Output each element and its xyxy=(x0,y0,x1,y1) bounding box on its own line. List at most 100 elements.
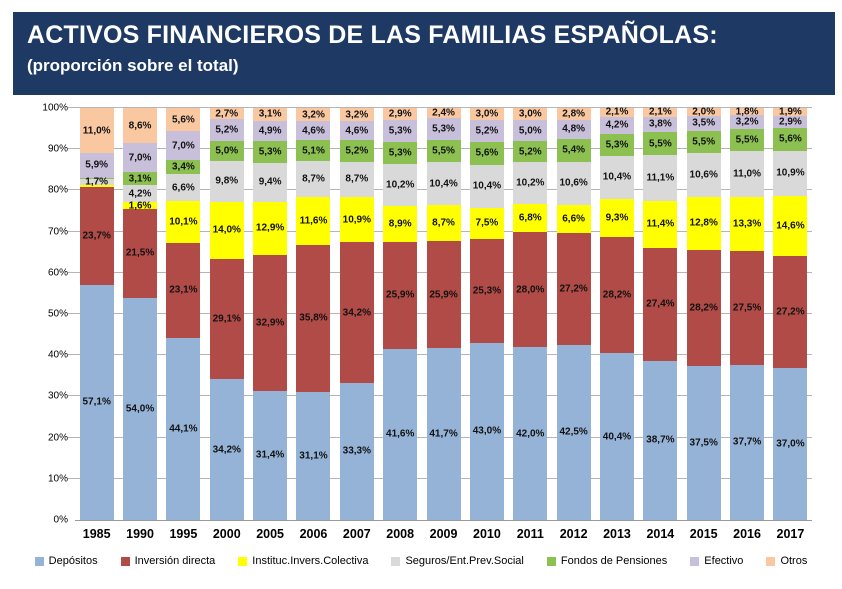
stacked-bar-2015[interactable]: 37,5% 28,2% 12,8% 10,6% 5,5% 3,5% 2,0% xyxy=(686,107,721,520)
segment-otros-2014[interactable]: 2,1% xyxy=(643,107,678,118)
stacked-bar-1990[interactable]: 54,0% 21,5% 1,6% 4,2% 3,1% 7,0% 8,6% xyxy=(123,108,158,520)
segment-inversi-n-directa-2017[interactable]: 27,2% xyxy=(773,255,808,368)
segment-instituc-invers-colectiva-2013[interactable]: 9,3% xyxy=(599,198,634,238)
segment-efectivo-2013[interactable]: 4,2% xyxy=(599,116,634,134)
segment-efectivo-2011[interactable]: 5,0% xyxy=(513,120,548,141)
segment-dep-sitos-2006[interactable]: 31,1% xyxy=(296,392,331,520)
segment-fondos-de-pensiones-2007[interactable]: 5,2% xyxy=(339,140,374,162)
segment-inversi-n-directa-2009[interactable]: 25,9% xyxy=(426,241,461,349)
stacked-bar-2009[interactable]: 41,7% 25,9% 8,7% 10,4% 5,5% 5,3% 2,4% xyxy=(426,107,461,520)
stacked-bar-2005[interactable]: 31,4% 32,9% 12,9% 9,4% 5,3% 4,9% 3,1% xyxy=(253,108,288,520)
segment-seguros-ent-prev-social-2014[interactable]: 11,1% xyxy=(643,154,678,201)
segment-seguros-ent-prev-social-2007[interactable]: 8,7% xyxy=(339,161,374,198)
segment-efectivo-2016[interactable]: 3,2% xyxy=(730,115,765,129)
segment-otros-2013[interactable]: 2,1% xyxy=(599,107,634,118)
segment-dep-sitos-1990[interactable]: 54,0% xyxy=(123,297,158,520)
segment-inversi-n-directa-2016[interactable]: 27,5% xyxy=(730,251,765,365)
stacked-bar-2017[interactable]: 37,0% 27,2% 14,6% 10,9% 5,6% 2,9% 1,9% xyxy=(773,106,808,520)
segment-seguros-ent-prev-social-2008[interactable]: 10,2% xyxy=(383,163,418,206)
segment-fondos-de-pensiones-1990[interactable]: 3,1% xyxy=(123,172,158,186)
segment-instituc-invers-colectiva-1995[interactable]: 10,1% xyxy=(166,201,201,243)
segment-otros-1990[interactable]: 8,6% xyxy=(123,108,158,144)
segment-dep-sitos-2007[interactable]: 33,3% xyxy=(339,382,374,520)
segment-inversi-n-directa-2007[interactable]: 34,2% xyxy=(339,242,374,383)
segment-dep-sitos-2013[interactable]: 40,4% xyxy=(599,353,634,520)
segment-otros-2010[interactable]: 3,0% xyxy=(469,108,504,121)
segment-otros-1985[interactable]: 11,0% xyxy=(79,108,114,154)
segment-efectivo-2012[interactable]: 4,8% xyxy=(556,119,591,140)
stacked-bar-2010[interactable]: 43,0% 25,3% 7,5% 10,4% 5,6% 5,2% 3,0% xyxy=(469,108,504,520)
segment-inversi-n-directa-2000[interactable]: 29,1% xyxy=(209,259,244,380)
segment-seguros-ent-prev-social-2000[interactable]: 9,8% xyxy=(209,161,244,202)
segment-dep-sitos-2016[interactable]: 37,7% xyxy=(730,364,765,520)
segment-seguros-ent-prev-social-2017[interactable]: 10,9% xyxy=(773,150,808,196)
segment-efectivo-2006[interactable]: 4,6% xyxy=(296,121,331,141)
segment-seguros-ent-prev-social-2016[interactable]: 11,0% xyxy=(730,151,765,197)
segment-instituc-invers-colectiva-2015[interactable]: 12,8% xyxy=(686,196,721,250)
segment-efectivo-2008[interactable]: 5,3% xyxy=(383,119,418,142)
stacked-bar-2014[interactable]: 38,7% 27,4% 11,4% 11,1% 5,5% 3,8% 2,1% xyxy=(643,107,678,520)
segment-seguros-ent-prev-social-2011[interactable]: 10,2% xyxy=(513,162,548,205)
segment-dep-sitos-2000[interactable]: 34,2% xyxy=(209,379,244,520)
segment-seguros-ent-prev-social-2006[interactable]: 8,7% xyxy=(296,161,331,197)
segment-otros-2012[interactable]: 2,8% xyxy=(556,108,591,120)
segment-dep-sitos-2014[interactable]: 38,7% xyxy=(643,360,678,520)
segment-otros-2000[interactable]: 2,7% xyxy=(209,108,244,120)
segment-dep-sitos-2011[interactable]: 42,0% xyxy=(513,347,548,520)
segment-fondos-de-pensiones-1985[interactable] xyxy=(79,177,114,179)
segment-seguros-ent-prev-social-1995[interactable]: 6,6% xyxy=(166,173,201,202)
segment-seguros-ent-prev-social-2005[interactable]: 9,4% xyxy=(253,162,288,202)
stacked-bar-2013[interactable]: 40,4% 28,2% 9,3% 10,4% 5,3% 4,2% 2,1% xyxy=(599,107,634,520)
segment-efectivo-1985[interactable]: 5,9% xyxy=(79,153,114,178)
segment-seguros-ent-prev-social-2012[interactable]: 10,6% xyxy=(556,161,591,206)
segment-inversi-n-directa-1985[interactable]: 23,7% xyxy=(79,187,114,285)
segment-fondos-de-pensiones-2013[interactable]: 5,3% xyxy=(599,133,634,156)
segment-inversi-n-directa-2011[interactable]: 28,0% xyxy=(513,232,548,348)
segment-dep-sitos-1995[interactable]: 44,1% xyxy=(166,338,201,520)
segment-otros-2017[interactable]: 1,9% xyxy=(773,106,808,117)
stacked-bar-2012[interactable]: 42,5% 27,2% 6,6% 10,6% 5,4% 4,8% 2,8% xyxy=(556,108,591,520)
segment-instituc-invers-colectiva-2012[interactable]: 6,6% xyxy=(556,205,591,233)
segment-dep-sitos-2012[interactable]: 42,5% xyxy=(556,344,591,520)
segment-inversi-n-directa-2015[interactable]: 28,2% xyxy=(686,249,721,366)
segment-instituc-invers-colectiva-2010[interactable]: 7,5% xyxy=(469,207,504,239)
segment-seguros-ent-prev-social-2015[interactable]: 10,6% xyxy=(686,153,721,197)
segment-otros-2007[interactable]: 3,2% xyxy=(339,107,374,122)
segment-fondos-de-pensiones-2014[interactable]: 5,5% xyxy=(643,132,678,155)
segment-instituc-invers-colectiva-2009[interactable]: 8,7% xyxy=(426,205,461,242)
segment-instituc-invers-colectiva-2016[interactable]: 13,3% xyxy=(730,196,765,252)
segment-instituc-invers-colectiva-2008[interactable]: 8,9% xyxy=(383,205,418,243)
segment-otros-2011[interactable]: 3,0% xyxy=(513,108,548,121)
segment-dep-sitos-2010[interactable]: 43,0% xyxy=(469,342,504,520)
segment-dep-sitos-2015[interactable]: 37,5% xyxy=(686,365,721,520)
segment-inversi-n-directa-2014[interactable]: 27,4% xyxy=(643,247,678,361)
segment-fondos-de-pensiones-2016[interactable]: 5,5% xyxy=(730,128,765,152)
segment-efectivo-2005[interactable]: 4,9% xyxy=(253,120,288,141)
stacked-bar-1995[interactable]: 44,1% 23,1% 10,1% 6,6% 3,4% 7,0% 5,6% xyxy=(166,108,201,520)
segment-seguros-ent-prev-social-2009[interactable]: 10,4% xyxy=(426,162,461,206)
segment-fondos-de-pensiones-2015[interactable]: 5,5% xyxy=(686,130,721,154)
segment-fondos-de-pensiones-2005[interactable]: 5,3% xyxy=(253,140,288,163)
segment-otros-2016[interactable]: 1,8% xyxy=(730,106,765,117)
segment-efectivo-1990[interactable]: 7,0% xyxy=(123,143,158,173)
segment-dep-sitos-2008[interactable]: 41,6% xyxy=(383,348,418,520)
segment-inversi-n-directa-2008[interactable]: 25,9% xyxy=(383,242,418,349)
segment-instituc-invers-colectiva-2007[interactable]: 10,9% xyxy=(339,197,374,243)
segment-fondos-de-pensiones-2000[interactable]: 5,0% xyxy=(209,140,244,162)
segment-efectivo-2007[interactable]: 4,6% xyxy=(339,121,374,141)
segment-fondos-de-pensiones-2010[interactable]: 5,6% xyxy=(469,141,504,165)
segment-inversi-n-directa-1990[interactable]: 21,5% xyxy=(123,208,158,298)
segment-fondos-de-pensiones-2006[interactable]: 5,1% xyxy=(296,140,331,162)
stacked-bar-2016[interactable]: 37,7% 27,5% 13,3% 11,0% 5,5% 3,2% 1,8% xyxy=(730,106,765,520)
segment-seguros-ent-prev-social-2013[interactable]: 10,4% xyxy=(599,155,634,199)
segment-fondos-de-pensiones-2017[interactable]: 5,6% xyxy=(773,127,808,151)
segment-dep-sitos-2017[interactable]: 37,0% xyxy=(773,367,808,520)
segment-fondos-de-pensiones-2012[interactable]: 5,4% xyxy=(556,139,591,162)
segment-efectivo-2014[interactable]: 3,8% xyxy=(643,116,678,133)
segment-instituc-invers-colectiva-2017[interactable]: 14,6% xyxy=(773,195,808,256)
segment-seguros-ent-prev-social-1985[interactable]: 1,7% xyxy=(79,176,114,187)
segment-dep-sitos-1985[interactable]: 57,1% xyxy=(79,284,114,520)
segment-instituc-invers-colectiva-1985[interactable] xyxy=(79,185,114,188)
segment-efectivo-2000[interactable]: 5,2% xyxy=(209,119,244,141)
segment-instituc-invers-colectiva-1990[interactable]: 1,6% xyxy=(123,200,158,211)
